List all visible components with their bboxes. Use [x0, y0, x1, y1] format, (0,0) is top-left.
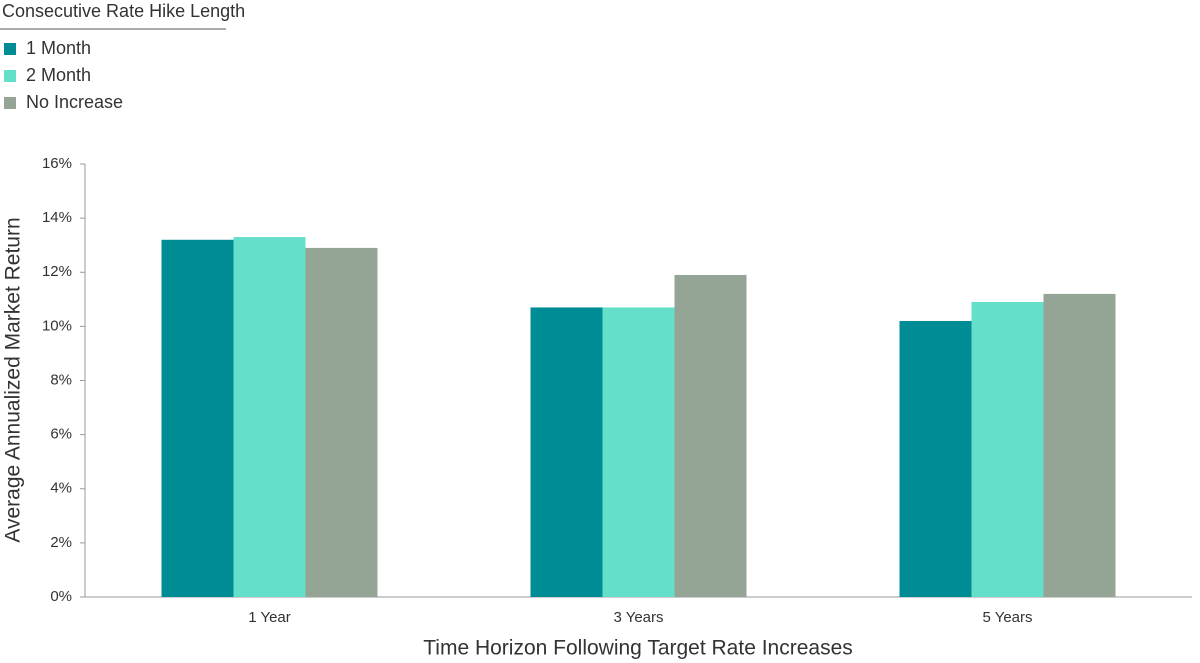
legend-label: 2 Month	[26, 65, 91, 85]
x-axis-title: Time Horizon Following Target Rate Incre…	[423, 637, 853, 660]
y-tick-label: 10%	[42, 317, 72, 334]
y-tick-label: 12%	[42, 263, 72, 280]
legend-swatch	[4, 97, 16, 109]
y-axis-title: Average Annualized Market Return	[2, 217, 25, 542]
legend-swatch	[4, 43, 16, 55]
x-tick-label: 1 Year	[248, 609, 291, 626]
bar	[233, 237, 306, 597]
bar	[674, 274, 747, 597]
y-tick-label: 2%	[50, 534, 72, 551]
legend-title: Consecutive Rate Hike Length	[2, 1, 245, 21]
y-tick-label: 0%	[50, 588, 72, 605]
y-tick-label: 4%	[50, 480, 72, 497]
y-tick-label: 14%	[42, 209, 72, 226]
bar	[305, 247, 378, 598]
bar	[161, 239, 234, 597]
bar	[971, 302, 1044, 597]
y-tick-label: 6%	[50, 426, 72, 443]
x-tick-label: 3 Years	[613, 609, 663, 626]
y-tick-label: 8%	[50, 371, 72, 388]
legend-label: 1 Month	[26, 38, 91, 58]
x-tick-label: 5 Years	[982, 609, 1032, 626]
bar	[602, 307, 675, 597]
bar	[1043, 293, 1116, 597]
bar	[899, 320, 972, 597]
bar	[530, 307, 603, 597]
legend-label: No Increase	[26, 92, 123, 112]
legend-swatch	[4, 70, 16, 82]
y-tick-label: 16%	[42, 155, 72, 172]
